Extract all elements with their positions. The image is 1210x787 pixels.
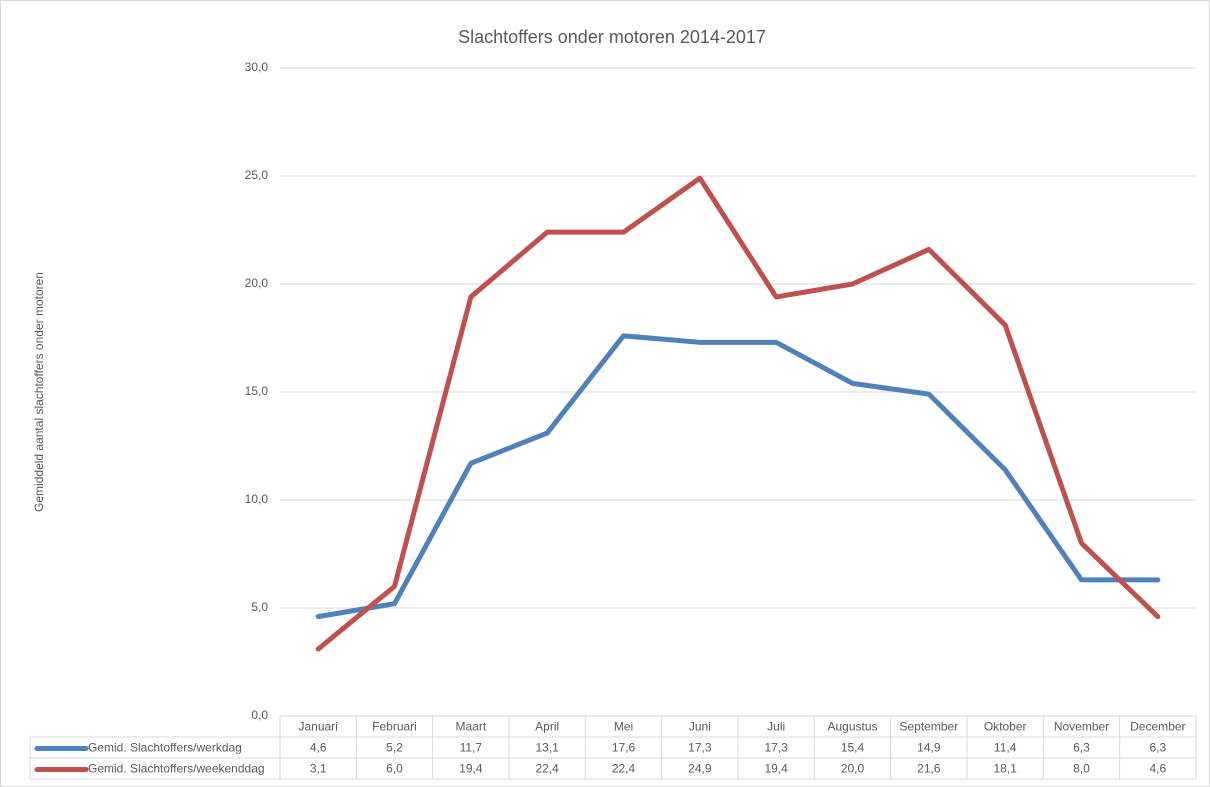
- y-tick-label: 30,0: [245, 60, 269, 74]
- series-line: [315, 333, 1161, 620]
- table-value: 3,1: [310, 762, 327, 776]
- y-tick-label: 0,0: [251, 708, 268, 722]
- table-value: 20,0: [841, 762, 865, 776]
- table-value: 24,9: [688, 762, 712, 776]
- y-axis-label: Gemiddeld aantal slachtoffers onder moto…: [32, 272, 46, 512]
- table-value: 15,4: [841, 741, 865, 755]
- table-value: 18,1: [993, 762, 1017, 776]
- x-tick-label: Februari: [372, 720, 417, 734]
- legend-label: Gemid. Slachtoffers/weekenddag: [88, 762, 265, 776]
- table-value: 14,9: [917, 741, 941, 755]
- x-tick-label: Mei: [614, 720, 633, 734]
- x-tick-label: Juni: [689, 720, 711, 734]
- x-tick-label: November: [1054, 720, 1109, 734]
- x-tick-label: April: [535, 720, 559, 734]
- y-tick-label: 10,0: [245, 492, 269, 506]
- x-tick-label: Oktober: [984, 720, 1027, 734]
- x-tick-label: Juli: [767, 720, 785, 734]
- table-value: 5,2: [386, 741, 403, 755]
- table-value: 11,4: [994, 741, 1017, 755]
- y-tick-label: 25,0: [245, 168, 269, 182]
- x-tick-label: Januari: [298, 720, 337, 734]
- series-line: [315, 175, 1161, 652]
- table-value: 22,4: [535, 762, 559, 776]
- table-value: 6,3: [1149, 741, 1166, 755]
- table-value: 4,6: [310, 741, 327, 755]
- table-value: 21,6: [917, 762, 941, 776]
- x-tick-label: Augustus: [827, 720, 877, 734]
- legend-label: Gemid. Slachtoffers/werkdag: [88, 741, 242, 755]
- chart-title: Slachtoffers onder motoren 2014-2017: [458, 27, 766, 47]
- y-tick-label: 20,0: [245, 276, 269, 290]
- table-value: 17,6: [612, 741, 636, 755]
- table-value: 8,0: [1073, 762, 1090, 776]
- table-value: 6,0: [386, 762, 403, 776]
- table-value: 13,1: [535, 741, 559, 755]
- x-tick-label: September: [899, 720, 958, 734]
- y-tick-label: 5,0: [251, 600, 268, 614]
- x-tick-label: December: [1130, 720, 1185, 734]
- table-value: 6,3: [1073, 741, 1090, 755]
- x-tick-label: Maart: [455, 720, 486, 734]
- table-value: 22,4: [612, 762, 636, 776]
- table-value: 19,4: [764, 762, 788, 776]
- table-value: 17,3: [688, 741, 712, 755]
- table-value: 17,3: [764, 741, 788, 755]
- table-value: 4,6: [1149, 762, 1166, 776]
- table-value: 19,4: [459, 762, 483, 776]
- table-value: 11,7: [460, 741, 483, 755]
- y-tick-label: 15,0: [245, 384, 269, 398]
